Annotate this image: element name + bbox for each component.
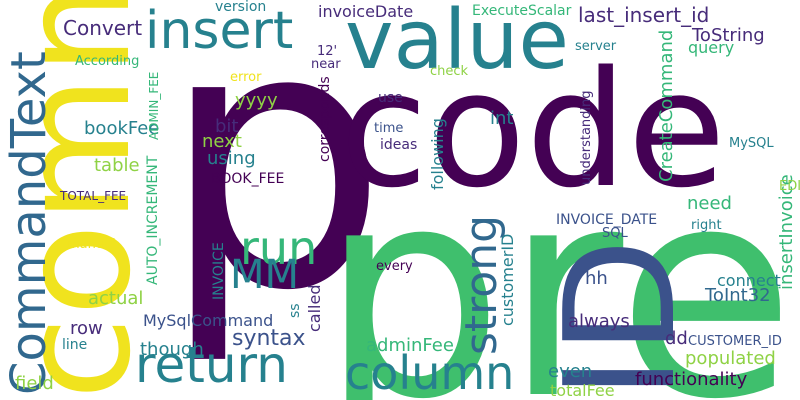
word-called: called bbox=[305, 284, 324, 333]
word-edit: EDIT bbox=[779, 179, 800, 194]
word-syntax: syntax bbox=[232, 326, 306, 351]
word-row: row bbox=[70, 318, 103, 339]
word-functionality: functionality bbox=[635, 369, 748, 390]
word-every: every bbox=[376, 259, 413, 274]
word-insert: insert bbox=[145, 1, 294, 61]
word-auto-increment: AUTO_INCREMENT bbox=[145, 155, 161, 285]
word-customer-id: CUSTOMER_ID bbox=[688, 334, 782, 349]
word-code: code bbox=[340, 36, 726, 223]
word-following: following bbox=[428, 118, 447, 190]
word-manual: manual bbox=[67, 237, 116, 252]
word-total-fee: TOTAL_FEE bbox=[60, 189, 127, 203]
word-time: time bbox=[374, 121, 404, 136]
word-invoice: INVOICE bbox=[211, 242, 227, 300]
word-pre: pre bbox=[320, 126, 796, 400]
word-commandtext: CommandText bbox=[1, 51, 57, 395]
word-executescalar: ExecuteScalar bbox=[472, 3, 572, 19]
word-bit: bit bbox=[215, 116, 239, 137]
word-bookfee: bookFee bbox=[84, 118, 160, 139]
word-connect: connect bbox=[717, 271, 781, 290]
word-corresponds: corresponds bbox=[317, 76, 333, 162]
word-12: 12' bbox=[317, 44, 338, 59]
word-always: always bbox=[568, 311, 630, 332]
word-using: using bbox=[207, 148, 256, 169]
word-near: near bbox=[311, 57, 341, 72]
word-check: check bbox=[430, 64, 469, 79]
word-mysqlcommand: MySqlCommand bbox=[143, 311, 274, 330]
word-populated: populated bbox=[685, 348, 776, 369]
word-admin-fee: ADMIN_FEE bbox=[147, 71, 161, 140]
word-query: query bbox=[688, 38, 735, 57]
word-even: even bbox=[548, 361, 593, 382]
word-according: According bbox=[75, 54, 140, 69]
word-return: return bbox=[135, 336, 288, 394]
word-createcommand: CreateCommand bbox=[656, 29, 677, 182]
word-ss: ss bbox=[287, 303, 303, 318]
word-error: error bbox=[230, 70, 262, 85]
word-value: value bbox=[345, 0, 569, 88]
word-mysql: MySQL bbox=[729, 136, 774, 151]
word-column: column bbox=[345, 346, 515, 400]
word-book-fee: BOOK_FEE bbox=[211, 171, 285, 187]
word-hh: hh bbox=[585, 268, 608, 289]
word-line: line bbox=[62, 337, 88, 353]
word-ideas: ideas bbox=[380, 137, 418, 153]
word-server: server bbox=[575, 39, 617, 54]
word-table: table bbox=[94, 155, 140, 176]
word-tostring: ToString bbox=[692, 25, 765, 46]
word-field: field bbox=[15, 373, 54, 394]
word-yyyy: yyyy bbox=[235, 90, 278, 111]
word-adminfee: adminFee bbox=[366, 335, 454, 356]
word-understanding: understanding bbox=[579, 90, 594, 185]
word-toint32: ToInt32 bbox=[705, 285, 771, 306]
word-int: int bbox=[490, 108, 514, 129]
word-totalfee: totalFee bbox=[550, 381, 615, 400]
word-invoice-date: INVOICE_DATE bbox=[556, 212, 658, 228]
word-though: though bbox=[140, 339, 204, 360]
word-p: p bbox=[160, 0, 389, 369]
word-mm: MM bbox=[230, 252, 300, 298]
word-sql: SQL bbox=[602, 226, 628, 241]
word-dd: dd bbox=[665, 328, 688, 349]
word-customerid: customerID bbox=[498, 233, 517, 326]
word-need: need bbox=[687, 193, 732, 214]
word-next: next bbox=[202, 131, 242, 152]
word-actual: actual bbox=[88, 288, 144, 309]
word-last-insert-id: last_insert_id bbox=[578, 3, 710, 27]
word-invoicedate: invoiceDate bbox=[318, 2, 414, 21]
word-run: run bbox=[240, 221, 318, 275]
word-right: right bbox=[691, 218, 722, 233]
word-version: version bbox=[215, 0, 267, 15]
word-use: use bbox=[378, 90, 403, 106]
word-convert: Convert bbox=[63, 16, 143, 40]
